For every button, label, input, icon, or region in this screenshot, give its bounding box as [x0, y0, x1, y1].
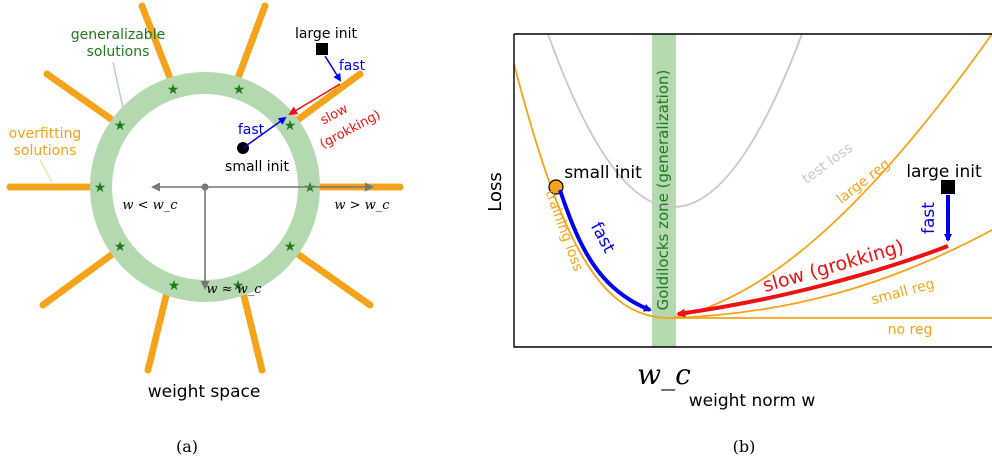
test-loss-label: test loss: [799, 140, 856, 187]
fast-arrow-top: [324, 55, 342, 82]
overfitting-label-line2: solutions: [14, 143, 77, 159]
weight-space-caption: weight space: [148, 382, 261, 402]
star-icon: ★: [94, 180, 107, 196]
goldilocks-band: [652, 34, 676, 347]
fast-arrow-left: [558, 189, 652, 312]
x-axis-label: weight norm w: [689, 391, 816, 411]
test-loss-curve: [547, 33, 803, 208]
y-axis-label: Loss: [485, 172, 506, 211]
no-reg-curve: [513, 63, 992, 319]
spike: [238, 284, 266, 374]
fast-label-top: fast: [339, 58, 366, 74]
slow-arrow: [676, 244, 949, 318]
star-icon: ★: [114, 239, 127, 255]
fast-label-right: fast: [919, 202, 939, 234]
generalizable-label-line2: solutions: [87, 44, 150, 60]
star-icon: ★: [284, 118, 297, 134]
panel-b: Goldilocks zone (generalization) small i…: [485, 33, 992, 456]
small-init-label: small init: [225, 159, 289, 175]
overfitting-label-line1: overfitting: [9, 126, 82, 142]
star-icon: ★: [232, 278, 245, 294]
star-icon: ★: [304, 180, 317, 196]
large-reg-label: large reg: [834, 156, 893, 207]
large-init-label: large init: [906, 162, 982, 182]
star-icon: ★: [284, 239, 297, 255]
panel-a-caption: (a): [176, 437, 198, 456]
star-icon: ★: [168, 278, 181, 294]
small-reg-label: small reg: [870, 276, 937, 308]
w-approx-label: w ≈ w_c: [206, 282, 262, 297]
fast-arrow-mid: [242, 116, 287, 149]
panel-a: ★ ★ ★ ★ ★ ★ ★ ★ ★ ★ generalizable soluti…: [6, 2, 404, 456]
spike: [39, 246, 122, 309]
w-greater-label: w > w_c: [334, 198, 390, 213]
generalizable-stars: ★ ★ ★ ★ ★ ★ ★ ★ ★ ★: [94, 82, 317, 294]
spike: [288, 246, 374, 309]
star-icon: ★: [233, 82, 246, 98]
large-init-label: large init: [295, 26, 358, 42]
spike: [138, 2, 174, 82]
large-init-marker: [941, 180, 955, 194]
small-init-label: small init: [564, 163, 642, 183]
overfitting-leader: [39, 159, 53, 183]
slow-arrow: [288, 83, 341, 116]
large-init-marker: [316, 43, 328, 55]
weight-direction-arrows: [151, 182, 374, 290]
goldilocks-label: Goldilocks zone (generalization): [654, 70, 672, 311]
generalizable-label-line1: generalizable: [71, 27, 165, 43]
star-icon: ★: [167, 82, 180, 98]
large-reg-curve: [671, 33, 992, 319]
star-icon: ★: [114, 118, 127, 134]
x-tick-wc: w_c: [637, 358, 691, 391]
axes: [513, 34, 992, 348]
w-less-label: w < w_c: [122, 198, 178, 213]
spike: [234, 2, 269, 82]
no-reg-label: no reg: [888, 322, 933, 338]
spike: [43, 70, 122, 128]
spike: [144, 284, 172, 374]
origin-dot: [201, 183, 209, 191]
spike: [288, 70, 364, 128]
small-reg-curve: [671, 229, 992, 319]
panel-b-caption: (b): [733, 437, 756, 456]
generalizable-leader: [112, 61, 127, 123]
fast-label-mid: fast: [238, 122, 265, 138]
fast-label-left: fast: [586, 219, 619, 257]
